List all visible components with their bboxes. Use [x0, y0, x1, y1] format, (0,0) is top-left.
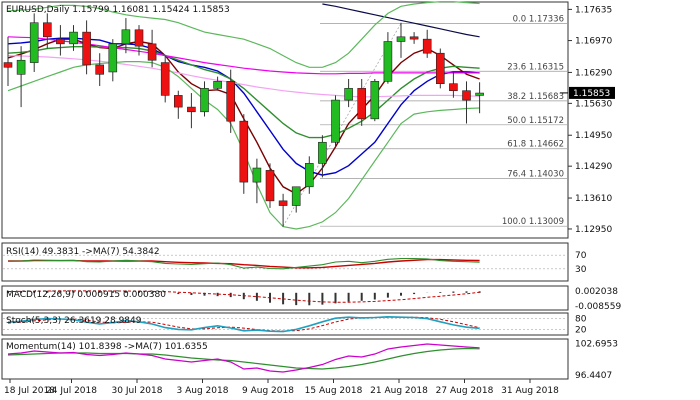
rsi-g-series-1 — [7, 258, 480, 270]
candle-body-16 — [213, 81, 222, 89]
candle-body-12 — [160, 62, 170, 96]
momentum-panel: 102.6953 96.4407 Momentum(14) 101.8398 ->… — [1, 338, 618, 381]
x-label-0: 18 Jul 2018 — [4, 386, 55, 396]
x-label-8: 31 Aug 2018 — [501, 386, 559, 396]
candle-body-1 — [16, 59, 26, 75]
price-tick-label-0: 1.17635 — [575, 5, 612, 15]
rsi-g-series-0 — [8, 258, 480, 269]
x-label-5: 15 Aug 2018 — [305, 386, 363, 396]
current-price-label: 1.15853 — [573, 89, 610, 99]
candles — [3, 13, 484, 227]
fib-label-1: 23.6 1.16315 — [507, 62, 564, 72]
candle-body-23 — [304, 163, 314, 188]
candle-body-36 — [475, 92, 484, 96]
price-tick-label-7: 1.12950 — [575, 225, 612, 235]
macd-axis-label-0: 0.002038 — [575, 287, 618, 297]
fib-label-2: 38.2 1.15683 — [507, 92, 564, 102]
candle-body-13 — [174, 95, 183, 108]
price-axis: 1.17635 1.16970 1.16290 1.15630 1.14950 1.142… — [560, 5, 615, 235]
price-panel: 0.0 1.17336 23.6 1.16315 38.2 1.15683 50.0 … — [1, 1, 615, 239]
x-label-4: 9 Aug 2018 — [242, 386, 294, 396]
candle-body-28 — [370, 81, 380, 120]
candle-body-21 — [278, 200, 288, 206]
fib-diagonal — [282, 23, 402, 227]
candle-body-35 — [462, 90, 471, 101]
current-price-box — [569, 86, 615, 99]
candle-body-11 — [147, 43, 157, 61]
rsi-axis-label-1: 30 — [575, 265, 587, 275]
candle-body-29 — [383, 41, 393, 82]
macd-panel: 0.002038 -0.008559 MACD(12,26,9) 0.000915… — [1, 285, 621, 312]
candle-body-6 — [82, 31, 91, 66]
macd-header: MACD(12,26,9) 0.000915 0.000380 — [6, 290, 166, 300]
candle-body-14 — [187, 106, 196, 113]
macd-axis-label-1: -0.008559 — [575, 302, 621, 312]
candle-body-18 — [239, 120, 249, 183]
moving-average-5 — [322, 3, 480, 38]
candle-body-22 — [291, 186, 301, 206]
moving-average-7 — [7, 1, 480, 68]
candle-body-10 — [134, 29, 144, 47]
candle-body-32 — [422, 38, 432, 54]
candle-body-3 — [42, 22, 52, 38]
macd-axis: 0.002038 -0.008559 — [575, 287, 621, 312]
candle-body-30 — [396, 36, 406, 42]
stoch-axis-label-1: 20 — [575, 325, 587, 335]
chart-header: EURUSD,Daily 1.15799 1.16081 1.15424 1.1… — [6, 5, 230, 15]
candle-body-25 — [331, 99, 340, 143]
mom-axis-label-1: 96.4407 — [575, 371, 612, 381]
x-label-2: 30 Jul 2018 — [112, 386, 163, 396]
fibonacci-levels: 0.0 1.17336 23.6 1.16315 38.2 1.15683 50.0 … — [282, 14, 568, 227]
rsi-header: RSI(14) 49.3831 ->MA(7) 54.3842 — [6, 247, 160, 257]
candle-body-20 — [265, 170, 275, 202]
candle-body-34 — [449, 83, 458, 92]
candle-body-19 — [252, 167, 262, 183]
stoch-axis-label-0: 80 — [575, 315, 587, 325]
candle-body-2 — [29, 22, 39, 63]
price-tick-label-5: 1.14290 — [575, 162, 612, 172]
candle-body-0 — [3, 62, 13, 68]
stoch-header: Stoch(5,3,3) 26.3619 28.9849 — [6, 316, 142, 326]
candle-body-15 — [200, 88, 209, 113]
fib-label-4: 61.8 1.14662 — [507, 140, 564, 150]
fib-label-3: 50.0 1.15172 — [507, 116, 564, 126]
fib-label-5: 76.4 1.14030 — [507, 169, 564, 179]
candle-body-31 — [409, 36, 419, 40]
price-tick-label-1: 1.16970 — [575, 37, 612, 47]
candle-body-5 — [69, 31, 78, 45]
candle-body-4 — [56, 38, 65, 45]
x-label-7: 27 Aug 2018 — [436, 386, 494, 396]
candle-body-17 — [226, 81, 235, 122]
price-tick-label-2: 1.16290 — [575, 68, 612, 78]
macd-signal-line — [7, 290, 480, 303]
momentum-header: Momentum(14) 101.8398 ->MA(7) 101.6355 — [6, 342, 208, 352]
price-tick-label-6: 1.13610 — [575, 194, 612, 204]
x-label-1: 24 Jul 2018 — [46, 386, 97, 396]
candle-body-9 — [121, 29, 131, 45]
stoch-g-series-1 — [7, 315, 480, 333]
candle-body-24 — [318, 141, 327, 164]
rsi-axis-label-0: 70 — [575, 251, 587, 261]
candle-body-8 — [108, 43, 118, 73]
mom-g-series-0 — [7, 347, 480, 370]
momentum-axis: 102.6953 96.4407 — [575, 340, 618, 381]
candle-body-27 — [357, 88, 367, 120]
candle-body-33 — [435, 52, 445, 84]
fib-label-0: 0.0 1.17336 — [513, 14, 564, 24]
price-tick-label-4: 1.14950 — [575, 131, 612, 141]
x-label-3: 3 Aug 2018 — [177, 386, 229, 396]
mom-g-series-1 — [7, 343, 480, 373]
candle-body-7 — [95, 64, 104, 75]
candle-body-26 — [344, 88, 353, 101]
x-label-6: 21 Aug 2018 — [370, 386, 428, 396]
price-tick-label-3: 1.15630 — [575, 99, 612, 109]
fib-label-6: 100.0 1.13009 — [502, 217, 564, 227]
mom-axis-label-0: 102.6953 — [575, 340, 618, 350]
